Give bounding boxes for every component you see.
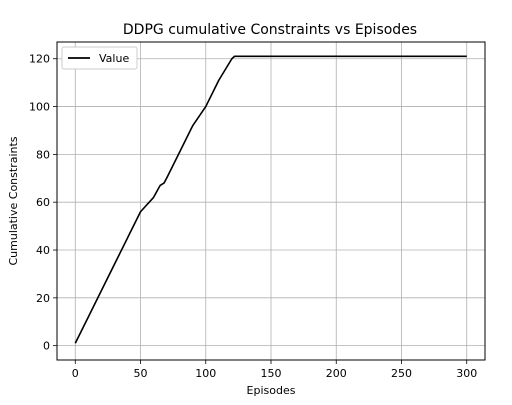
ticks: 0 50 100 150 200 250 300 0 20 40 60 80 100 120 [29,53,477,380]
y-tick-label: 0 [43,340,50,353]
legend-box [61,46,138,70]
y-tick-label: 100 [29,101,50,114]
y-tick-label: 20 [36,292,50,305]
plot-area [74,55,467,344]
x-tick-label: 250 [391,367,412,380]
y-axis-label: Cumulative Constraints [7,136,20,265]
y-tick-label: 60 [36,196,50,209]
y-tick-label: 120 [29,53,50,66]
legend: Value [61,46,138,70]
y-tick-label: 40 [36,244,50,257]
x-tick-label: 0 [72,367,79,380]
series-line-value [74,55,467,344]
chart-title: DDPG cumulative Constraints vs Episodes [123,22,417,38]
x-axis-label: Episodes [247,384,296,397]
x-tick-label: 100 [195,367,216,380]
x-tick-label: 150 [261,367,282,380]
x-tick-label: 300 [456,367,477,380]
grid [57,42,485,360]
x-tick-label: 200 [326,367,347,380]
legend-label-value: Value [99,52,129,65]
x-tick-label: 50 [134,367,148,380]
y-tick-label: 80 [36,148,50,161]
